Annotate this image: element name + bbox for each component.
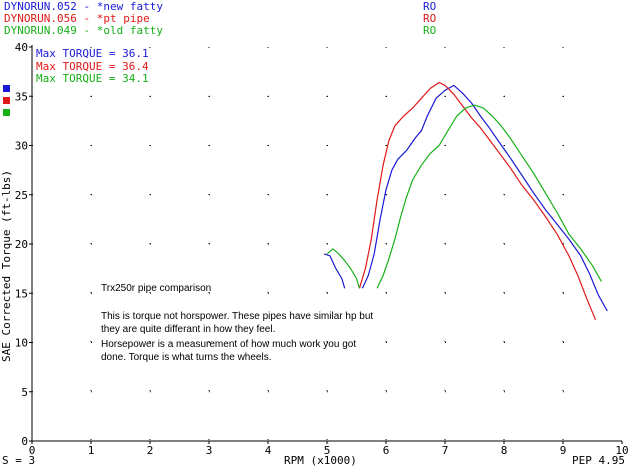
note-line-3: Horsepower is a measurement of how much …	[101, 339, 357, 350]
x-tick-label: 3	[206, 444, 213, 457]
x-tick-label: 2	[147, 444, 154, 457]
x-tick-label: 4	[265, 444, 272, 457]
y-tick-label: 10	[15, 337, 28, 350]
y-tick-labels: 0 5 10 15 20 25 30 35 40	[15, 41, 28, 448]
series-line-1-segment-2	[361, 84, 608, 312]
series-layer	[323, 81, 608, 321]
run-label-2: DYNORUN.056 - *pt pipe	[4, 12, 150, 25]
x-tick-labels: 0 1 2 3 4 5 6 7 8 9 10	[29, 444, 629, 457]
y-tick-label: 35	[15, 90, 28, 103]
max-torque-2: Max TORQUE = 36.4	[36, 60, 149, 73]
y-tick-label: 40	[15, 41, 28, 54]
run-flag-1: RO	[423, 0, 437, 13]
run-label-1: DYNORUN.052 - *new fatty	[4, 0, 163, 13]
legend-swatch-green	[3, 109, 10, 116]
note-title: Trx250r pipe comparison	[101, 283, 212, 294]
series-line-3-segment-1	[326, 248, 360, 289]
run-label-3: DYNORUN.049 - *old fatty	[4, 24, 163, 37]
chart-grid	[32, 47, 622, 441]
note-line-4: done. Torque is what turns the wheels.	[101, 352, 272, 363]
y-tick-label: 15	[15, 287, 28, 300]
y-tick-label: 25	[15, 189, 28, 202]
x-tick-label: 0	[29, 444, 36, 457]
series-line-3-segment-2	[376, 104, 602, 289]
x-axis-label: RPM (x1000)	[284, 454, 357, 467]
note-line-1: This is torque not horspower. These pipe…	[101, 311, 374, 322]
y-tick-label: 20	[15, 238, 28, 251]
y-tick-label: 30	[15, 140, 28, 153]
y-axis-label: SAE Corrected Torque (ft-lbs)	[0, 170, 13, 362]
max-torque-1: Max TORQUE = 36.1	[36, 47, 149, 60]
x-tick-label: 6	[383, 444, 390, 457]
y-tick-label: 5	[21, 386, 28, 399]
max-torque-3: Max TORQUE = 34.1	[36, 72, 149, 85]
x-tick-label: 5	[324, 444, 331, 457]
x-tick-label: 9	[560, 444, 567, 457]
series-line-2-segment-1	[358, 81, 597, 321]
x-tick-label: 10	[615, 444, 628, 457]
x-tick-label: 7	[442, 444, 449, 457]
run-flag-2: RO	[423, 12, 437, 25]
version-label: PEP 4.95	[572, 454, 625, 467]
legend-swatch-red	[3, 97, 10, 104]
series-line-1-segment-1	[323, 253, 346, 289]
x-tick-label: 8	[501, 444, 508, 457]
y-tick-label: 0	[21, 435, 28, 448]
x-tick-label: 1	[88, 444, 95, 457]
legend-swatch-blue	[3, 85, 10, 92]
chart-axes	[29, 45, 623, 444]
note-line-2: they are quite differant in how they fee…	[101, 324, 276, 335]
run-flag-3: RO	[423, 24, 437, 37]
smoothing-readout: S = 3	[2, 454, 36, 467]
